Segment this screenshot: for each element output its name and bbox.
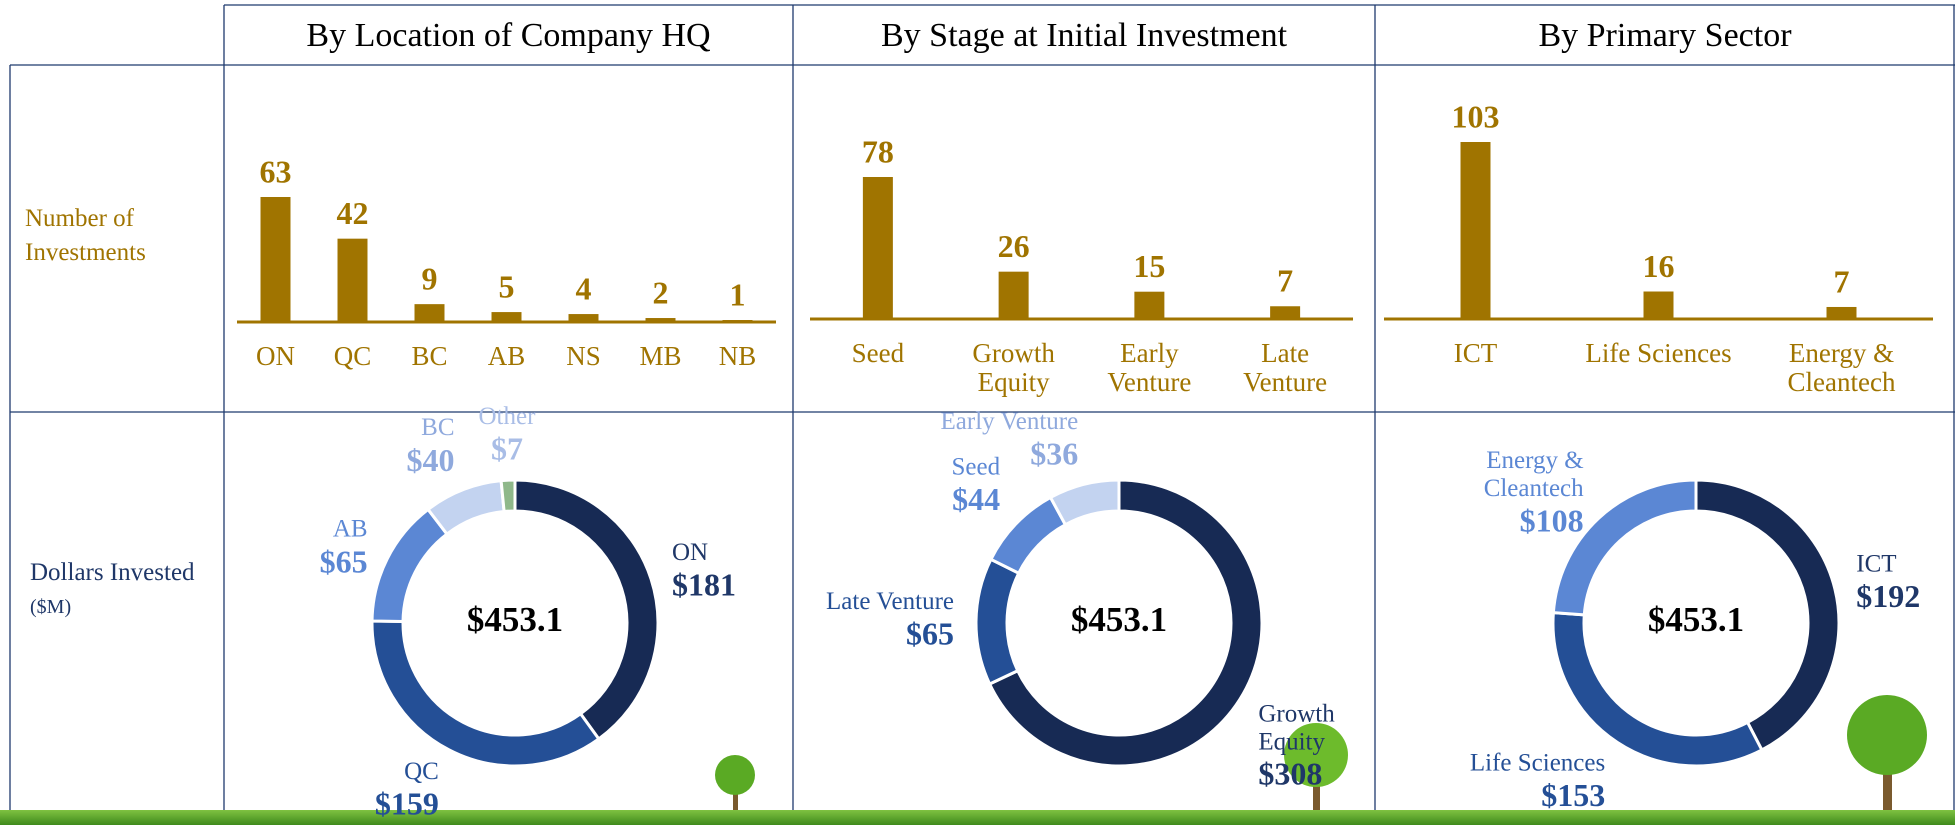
- slice-label: Energy & Cleantech: [1484, 447, 1584, 502]
- data-label: 9: [422, 260, 438, 296]
- slice-value: $44: [952, 481, 1000, 517]
- bar: [337, 238, 368, 322]
- slice-value: $40: [407, 442, 455, 478]
- bar: [1826, 306, 1857, 319]
- donut-slice: [513, 478, 660, 742]
- x-tick-label: Seed: [852, 338, 905, 368]
- bar: [645, 318, 676, 322]
- donut-slice: [425, 479, 506, 537]
- slice-value: $36: [1030, 435, 1078, 471]
- bar: [414, 304, 445, 322]
- donut-slice: [987, 478, 1264, 768]
- slice-label: Life Sciences: [1470, 750, 1605, 777]
- slice-value: $181: [672, 567, 736, 603]
- slice-value: $65: [906, 616, 954, 652]
- slice-value: $7: [491, 431, 523, 467]
- donut-slice: [988, 495, 1068, 576]
- x-tick-label: BC: [411, 341, 447, 371]
- slice-label: ICT: [1856, 551, 1896, 578]
- donut-slice: [974, 557, 1021, 686]
- data-label: 63: [260, 153, 292, 189]
- x-tick-label: Early Venture: [1107, 338, 1191, 397]
- data-label: 7: [1277, 263, 1293, 299]
- row-label-unit: ($M): [30, 596, 72, 618]
- data-label: 7: [1834, 263, 1850, 299]
- x-tick-label: Late Venture: [1243, 338, 1327, 397]
- row-label-text: Dollars Invested: [30, 559, 195, 586]
- x-tick-label: ON: [256, 341, 295, 371]
- bar: [260, 197, 291, 322]
- slice-value: $308: [1258, 756, 1322, 792]
- bar: [862, 177, 893, 319]
- slice-label: Growth Equity: [1258, 700, 1335, 755]
- slice-label: ON: [672, 539, 708, 566]
- donut-slice: [1551, 478, 1698, 617]
- data-label: 78: [862, 133, 894, 169]
- column-title: By Location of Company HQ: [306, 17, 710, 54]
- x-tick-label: Life Sciences: [1585, 338, 1731, 368]
- slice-value: $192: [1856, 578, 1920, 614]
- donut-slice: [370, 507, 450, 623]
- x-tick-label: AB: [488, 341, 526, 371]
- bar: [998, 271, 1029, 319]
- donut-center-label: $453.1: [1071, 600, 1167, 639]
- data-label: 15: [1133, 248, 1165, 284]
- slice-label: QC: [404, 758, 439, 785]
- donut-slice: [370, 619, 601, 768]
- tree: [715, 695, 1927, 810]
- bar: [1460, 142, 1491, 319]
- data-label: 103: [1452, 98, 1500, 134]
- x-tick-label: NS: [566, 341, 601, 371]
- x-tick-label: Energy & Cleantech: [1788, 338, 1896, 397]
- data-label: 4: [576, 270, 592, 306]
- x-tick-label: NB: [719, 341, 757, 371]
- row-label: Dollars Invested ($M): [30, 556, 210, 624]
- slice-label: AB: [333, 516, 368, 543]
- slice-label: Other: [479, 403, 537, 430]
- slice-label: Late Venture: [826, 588, 954, 615]
- data-label: 1: [730, 276, 746, 312]
- x-tick-label: ICT: [1454, 338, 1498, 368]
- donut-slice: [1048, 478, 1121, 527]
- bar: [491, 312, 522, 322]
- donut-center-label: $453.1: [467, 600, 563, 639]
- column-title: By Primary Sector: [1538, 17, 1792, 54]
- x-tick-label: MB: [639, 341, 681, 371]
- slice-label: Early Venture: [941, 408, 1079, 435]
- data-label: 42: [337, 195, 369, 231]
- slice-value: $153: [1541, 777, 1605, 813]
- grass-strip: [0, 810, 1955, 825]
- slice-value: $108: [1520, 503, 1584, 539]
- data-label: 26: [998, 228, 1030, 264]
- bar: [1643, 291, 1674, 319]
- bar: [722, 320, 753, 322]
- data-label: 2: [653, 274, 669, 310]
- data-label: 5: [499, 268, 515, 304]
- donut-slice: [1694, 478, 1841, 752]
- slice-value: $159: [375, 786, 439, 822]
- column-title: By Stage at Initial Investment: [881, 17, 1288, 54]
- bar: [1270, 306, 1301, 319]
- bar: [1134, 291, 1165, 319]
- table-frame: [9, 4, 1955, 812]
- slice-label: BC: [421, 414, 454, 441]
- x-tick-label: QC: [334, 341, 372, 371]
- slice-value: $65: [320, 543, 368, 579]
- x-tick-label: Growth Equity: [972, 338, 1055, 397]
- row-label: Number of Investments: [25, 205, 146, 266]
- donut-slice: [499, 478, 517, 514]
- slice-label: Seed: [952, 453, 1001, 480]
- data-label: 16: [1643, 248, 1675, 284]
- donut-center-label: $453.1: [1648, 600, 1744, 639]
- bar: [568, 314, 599, 322]
